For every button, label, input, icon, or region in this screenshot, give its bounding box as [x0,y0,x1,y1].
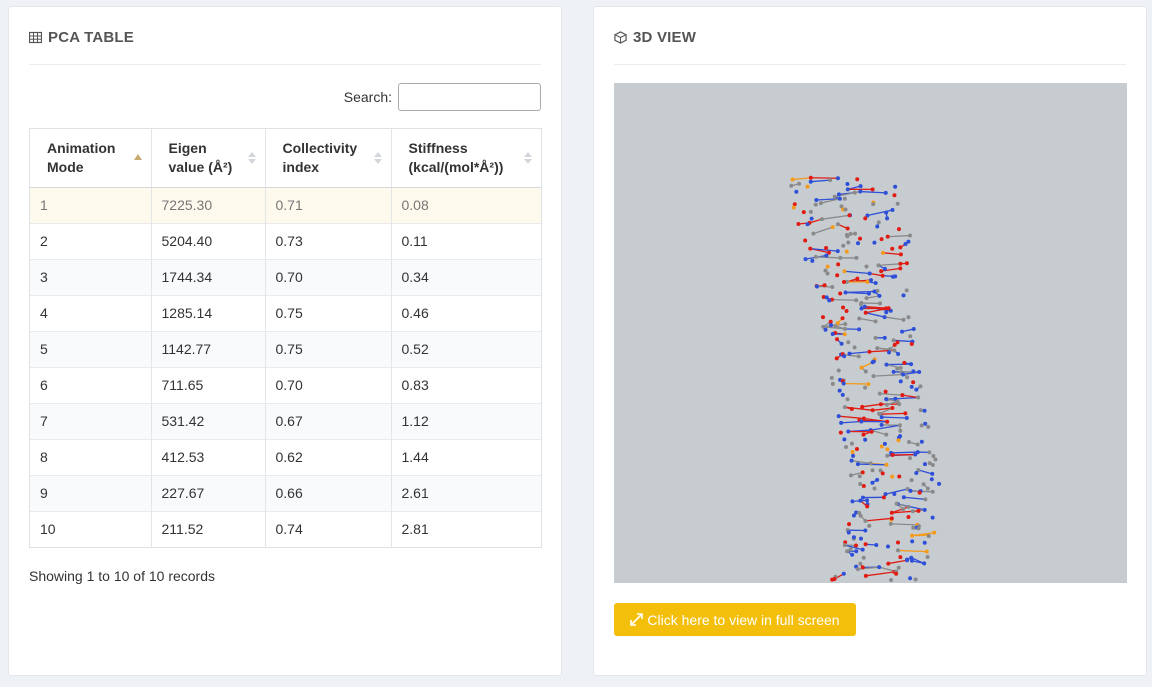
table-cell: 1.12 [391,402,541,439]
table-cell: 1285.14 [151,294,266,331]
expand-icon [630,613,644,626]
table-cell: 4 [30,294,152,331]
pca-table-panel: PCA TABLE Search: Animation Mode Eigen [8,6,562,676]
table-icon [29,31,42,44]
search-box: Search: [344,83,541,111]
table-row[interactable]: 3 1744.34 0.70 0.34 [30,258,541,295]
table-cell: 1 [30,186,152,223]
column-header-collectivity-index[interactable]: Collectivity index [265,129,392,188]
column-header-animation-mode[interactable]: Animation Mode [30,129,152,188]
table-row[interactable]: 1 7225.30 0.71 0.08 [30,186,541,223]
table-cell: 8 [30,438,152,475]
table-cell: 531.42 [151,402,266,439]
column-header-stiffness[interactable]: Stiffness (kcal/(mol*Å²)) [391,129,541,188]
search-input[interactable] [398,83,541,111]
table-cell: 6 [30,366,152,403]
table-cell: 2.61 [391,474,541,511]
table-cell: 0.71 [265,186,392,223]
table-cell: 0.34 [391,258,541,295]
table-info: Showing 1 to 10 of 10 records [29,568,216,584]
table-cell: 0.11 [391,222,541,259]
table-cell: 7225.30 [151,186,266,223]
fullscreen-button[interactable]: Click here to view in full screen [614,603,856,636]
molecule-viewer[interactable] [614,83,1127,583]
table-cell: 0.70 [265,258,392,295]
table-cell: 711.65 [151,366,266,403]
table-cell: 0.08 [391,186,541,223]
table-cell: 2.81 [391,510,541,547]
molecule-bonds [791,177,935,580]
molecule-structure [789,175,942,583]
table-cell: 0.75 [265,294,392,331]
table-row[interactable]: 10 211.52 0.74 2.81 [30,510,541,547]
table-row[interactable]: 4 1285.14 0.75 0.46 [30,294,541,331]
table-row[interactable]: 9 227.67 0.66 2.61 [30,474,541,511]
column-header-line: index [282,158,320,175]
table-row[interactable]: 8 412.53 0.62 1.44 [30,438,541,475]
table-cell: 3 [30,258,152,295]
table-cell: 0.70 [265,366,392,403]
table-cell: 1.44 [391,438,541,475]
table-cell: 1142.77 [151,330,266,367]
table-cell: 0.46 [391,294,541,331]
title-divider [614,64,1126,65]
column-header-line: value (Å²) [168,158,233,175]
table-cell: 0.66 [265,474,392,511]
table-row[interactable]: 6 711.65 0.70 0.83 [30,366,541,403]
sort-both-icon [373,151,382,164]
table-cell: 2 [30,222,152,259]
3d-view-heading: 3D VIEW [614,29,696,46]
column-header-line: Stiffness [408,139,468,156]
pca-table-heading: PCA TABLE [29,29,134,46]
search-label: Search: [343,89,392,105]
title-divider [29,64,541,65]
column-header-line: Eigen [168,139,207,156]
sort-both-icon [524,151,532,164]
table-cell: 0.62 [265,438,392,475]
table-cell: 211.52 [151,510,266,547]
table-cell: 0.75 [265,330,392,367]
table-cell: 412.53 [151,438,266,475]
table-cell: 227.67 [151,474,266,511]
table-cell: 0.83 [391,366,541,403]
table-cell: 7 [30,402,152,439]
table-row[interactable]: 5 1142.77 0.75 0.52 [30,330,541,367]
table-cell: 0.74 [265,510,392,547]
column-header-line: Mode [47,158,84,175]
sort-both-icon [247,151,256,164]
table-cell: 5 [30,330,152,367]
table-cell: 9 [30,474,152,511]
column-header-line: (kcal/(mol*Å²)) [408,158,504,175]
column-header-eigen-value[interactable]: Eigen value (Å²) [151,129,266,188]
cube-icon [614,31,627,44]
table-cell: 1744.34 [151,258,266,295]
pca-table: Animation Mode Eigen value (Å²) [29,128,542,548]
3d-view-panel: 3D VIEW Click here to view in full scree… [593,6,1147,676]
fullscreen-label: Click here to view in full screen [647,611,840,628]
table-header-row: Animation Mode Eigen value (Å²) [30,129,541,188]
table-row[interactable]: 2 5204.40 0.73 0.11 [30,222,541,259]
sort-ascending-icon [133,153,142,160]
column-header-line: Collectivity [282,139,358,156]
pca-table-title: PCA TABLE [48,29,134,46]
table-row[interactable]: 7 531.42 0.67 1.12 [30,402,541,439]
3d-view-title: 3D VIEW [633,29,697,46]
table-cell: 0.67 [265,402,392,439]
column-header-line: Animation [47,139,116,156]
table-cell: 0.52 [391,330,541,367]
table-cell: 10 [30,510,152,547]
table-cell: 5204.40 [151,222,266,259]
table-cell: 0.73 [265,222,392,259]
molecule-atoms [789,175,942,583]
